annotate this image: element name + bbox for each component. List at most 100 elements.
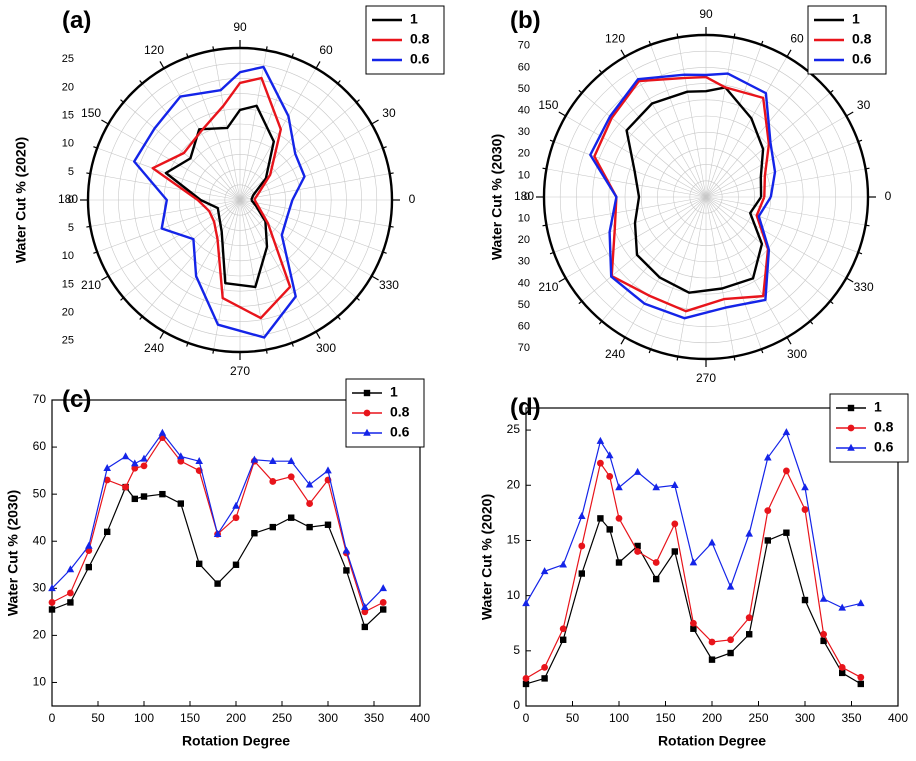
line-c-point-0.6: [287, 457, 295, 464]
line-c-legend-marker-2: [363, 428, 371, 436]
line-d-point-1: [857, 680, 864, 688]
polar-a-angle-tick: [101, 119, 109, 125]
polar-a-grid-spoke: [142, 199, 241, 317]
line-c-point-0.6: [379, 584, 387, 592]
line-d-point-0.6: [596, 436, 605, 444]
line-c-x-tick-label: 350: [364, 711, 384, 725]
line-d-point-0.6: [689, 558, 698, 566]
line-c-point-1: [343, 567, 350, 574]
polar-a-angle-tick: [265, 46, 268, 51]
polar-a-ylabel: Water Cut % (2020): [13, 137, 29, 263]
line-c-point-1: [361, 623, 368, 631]
polar-a-angle-label: 330: [379, 278, 399, 292]
polar-b-angle-tick: [845, 277, 854, 283]
polar-b-angle-tick: [620, 49, 626, 58]
polar-a-angle-label: 150: [81, 106, 101, 120]
line-c-point-0.6: [121, 452, 130, 460]
polar-b-angle-label: 90: [699, 7, 713, 21]
line-c-y-tick-label: 60: [33, 439, 47, 453]
polar-b-grid-spoke: [546, 196, 707, 226]
line-c-point-0.6: [269, 457, 277, 464]
polar-b-angle-tick: [809, 320, 814, 325]
polar-a-angle-tick: [159, 331, 165, 339]
line-d-point-0.8: [783, 467, 790, 475]
line-d-point-0.6: [819, 594, 828, 602]
polar-b-angle-tick: [786, 336, 792, 345]
line-d-point-0.8: [745, 614, 753, 622]
line-c-y-tick-label: 40: [33, 533, 47, 547]
line-c-x-tick-label: 50: [91, 711, 105, 725]
line-d-point-0.8: [820, 630, 827, 638]
polar-a-radial-label: 0: [68, 194, 74, 206]
line-d-point-1: [541, 675, 548, 682]
line-c-point-1: [131, 495, 138, 503]
line-c-point-1: [232, 561, 240, 568]
line-d-point-0.8: [727, 636, 734, 644]
polar-b-angle-tick: [858, 139, 863, 143]
polar-a-angle-tick: [356, 99, 360, 103]
polar-a-angle-tick: [139, 80, 143, 84]
line-c-point-0.8: [379, 599, 387, 606]
polar-b-angle-tick: [760, 349, 764, 354]
line-c-point-0.6: [342, 546, 351, 554]
polar-a-grid-spoke: [239, 199, 383, 253]
line-c-y-tick-label: 70: [33, 392, 47, 406]
polar-b-angle-label: 60: [790, 32, 804, 46]
polar-a-grid-spoke: [239, 199, 317, 332]
polar-b-angle-tick: [865, 167, 870, 170]
polar-a-radial-label: 20: [62, 306, 74, 318]
polar-a-angle-tick: [101, 275, 109, 281]
polar-b-grid-spoke: [601, 72, 707, 198]
line-d-x-tick-label: 300: [795, 711, 815, 725]
polar-a-angle-label: 180: [58, 192, 78, 206]
line-c-point-0.6: [158, 428, 167, 436]
polar-b-angle-label: 150: [538, 98, 558, 112]
polar-b-radial-label: 20: [518, 234, 530, 246]
line-d-legend-label-2: 0.6: [874, 439, 894, 455]
line-c-x-tick-label: 400: [410, 711, 430, 725]
line-d-point-1: [764, 537, 771, 544]
line-d-point-0.8: [597, 459, 604, 467]
polar-b-radial-label: 70: [518, 40, 530, 52]
polar-a-grid-spoke: [239, 199, 338, 317]
line-c-point-0.6: [361, 602, 369, 610]
line-c-legend-label-0: 1: [390, 384, 398, 400]
line-d-series-0.8: [525, 461, 862, 679]
polar-b-angle-tick: [598, 69, 603, 74]
polar-b-radial-label: 30: [518, 256, 530, 268]
line-c-legend-label-2: 0.6: [390, 424, 410, 440]
line-c-point-0.6: [232, 501, 240, 509]
line-c-y-tick-label: 20: [33, 628, 47, 642]
polar-a-grid-spoke: [213, 50, 241, 201]
polar-a-radial-label: 10: [62, 250, 74, 262]
polar-a-radial-label: 25: [62, 335, 74, 347]
line-d-x-tick-label: 350: [841, 711, 861, 725]
line-d-point-1: [839, 669, 846, 677]
polar-a-grid-spoke: [239, 57, 293, 201]
line-d-point-0.8: [857, 673, 865, 681]
polar-a-radial-label: 5: [68, 222, 74, 234]
polar-a-angle-tick: [212, 349, 215, 354]
line-c-y-tick-label: 30: [33, 580, 47, 594]
polar-b-grid-spoke: [601, 196, 707, 322]
polar-b-grid-spoke: [677, 196, 707, 357]
polar-a-angle-label: 60: [319, 43, 333, 57]
polar-b-grid-spoke: [565, 115, 707, 198]
polar-b-angle-tick: [558, 277, 567, 283]
line-c-point-1: [324, 521, 332, 528]
line-d-y-tick-label: 15: [507, 533, 521, 547]
polar-b-angle-tick: [648, 40, 652, 45]
polar-b-legend-label-1: 0.8: [852, 31, 872, 47]
line-c-legend-marker-0: [363, 389, 371, 397]
line-d-series-0.6: [525, 431, 861, 609]
polar-b-grid-spoke: [705, 196, 866, 226]
polar-b-legend-label-2: 0.6: [852, 51, 872, 67]
line-d-point-0.8: [541, 663, 548, 671]
polar-a-angle-label: 120: [144, 43, 164, 57]
polar-b-angle-label: 210: [538, 280, 558, 294]
polar-a-grid-spoke: [239, 199, 357, 298]
polar-a-radial-label: 5: [68, 166, 74, 178]
line-d-point-0.8: [708, 638, 716, 646]
line-d-x-tick-label: 400: [888, 711, 908, 725]
